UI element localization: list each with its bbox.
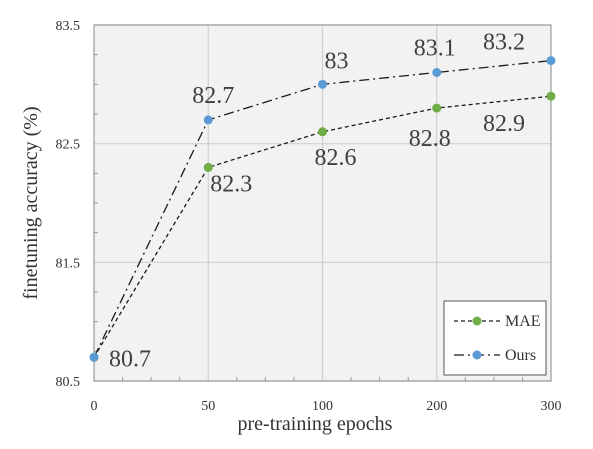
x-tick-label: 50 <box>201 399 215 414</box>
x-tick-label: 200 <box>426 399 447 414</box>
legend-box <box>443 300 547 376</box>
data-label-mae: 82.9 <box>483 111 525 137</box>
data-label-mae: 82.8 <box>409 126 451 152</box>
y-axis-title: finetuning accuracy (%) <box>20 106 42 299</box>
legend-label-ours: Ours <box>505 347 536 364</box>
data-label-ours: 82.7 <box>192 83 234 109</box>
data-label-ours: 83.2 <box>483 30 525 56</box>
plot-border <box>93 24 552 382</box>
data-point-ours <box>432 67 442 77</box>
legend-marker-mae <box>472 316 482 326</box>
data-label-ours: 83.1 <box>414 35 456 61</box>
data-label-mae: 82.3 <box>210 171 252 197</box>
data-point-ours <box>203 115 213 125</box>
y-tick-label: 81.5 <box>56 256 81 271</box>
x-tick-label: 0 <box>91 399 98 414</box>
data-point-ours <box>546 56 556 66</box>
data-point-mae <box>318 127 327 137</box>
legend: MAE Ours <box>443 300 547 376</box>
series-line-mae <box>93 95 552 358</box>
data-label-mae: 82.6 <box>315 145 357 171</box>
data-point-mae <box>432 103 442 113</box>
legend-label-mae: MAE <box>505 313 541 330</box>
x-tick-label: 300 <box>541 399 562 414</box>
data-label-mae: 80.7 <box>109 346 151 372</box>
data-point-ours <box>318 79 327 89</box>
data-point-mae <box>546 91 556 101</box>
x-tick-label: 100 <box>312 399 333 414</box>
data-point-mae <box>203 162 213 172</box>
y-tick-label: 80.5 <box>56 375 81 390</box>
y-tick-label: 82.5 <box>56 138 81 153</box>
data-label-ours: 83 <box>325 48 349 74</box>
x-axis-title: pre-training epochs <box>238 413 393 435</box>
data-point-ours <box>89 352 99 362</box>
data-labels: 80.7 82.3 82.6 82.8 82.9 82.7 83 83.1 83.2 <box>109 30 525 373</box>
y-tick-labels: 80.5 81.5 82.5 83.5 <box>56 19 81 390</box>
x-tick-labels: 0 50 100 200 300 <box>91 399 562 414</box>
y-tick-label: 83.5 <box>56 19 81 34</box>
series-points <box>89 56 556 362</box>
legend-marker-ours <box>472 350 482 360</box>
